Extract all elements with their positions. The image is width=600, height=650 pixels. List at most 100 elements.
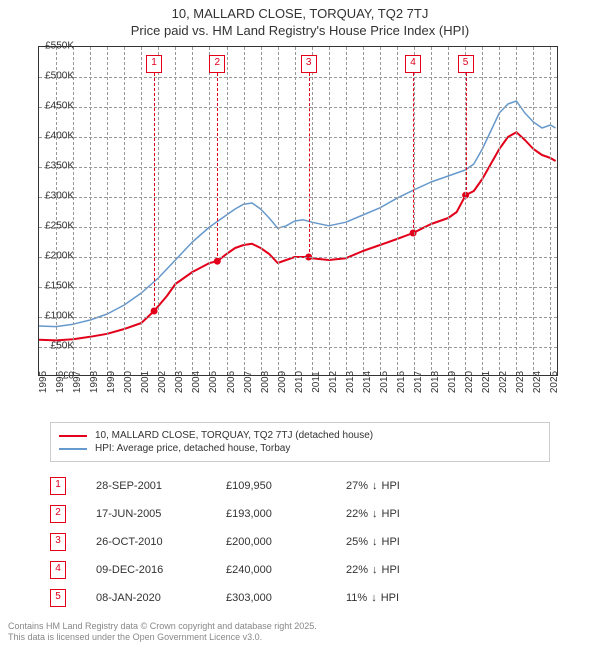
gridline-horizontal [39,317,557,318]
event-delta-vs: HPI [381,592,399,604]
gridline-vertical [175,47,176,375]
gridline-horizontal [39,197,557,198]
x-axis-tick: 2018 [430,371,441,393]
y-axis-tick: £200K [45,251,74,262]
x-axis-tick: 2015 [379,371,390,393]
gridline-horizontal [39,77,557,78]
event-vline [466,73,467,195]
event-date: 28-SEP-2001 [96,480,226,492]
legend-swatch [59,435,87,437]
event-date: 26-OCT-2010 [96,536,226,548]
event-marker: 4 [405,55,421,73]
gridline-vertical [533,47,534,375]
event-price: £109,950 [226,480,346,492]
legend-row: HPI: Average price, detached house, Torb… [59,442,541,455]
x-axis-tick: 1997 [72,371,83,393]
gridline-vertical [295,47,296,375]
event-price: £303,000 [226,592,346,604]
y-axis-tick: £300K [45,191,74,202]
x-axis-tick: 2009 [277,371,288,393]
x-axis-tick: 2021 [481,371,492,393]
plot-region: 12345 [38,46,558,376]
event-date: 09-DEC-2016 [96,564,226,576]
legend-row: 10, MALLARD CLOSE, TORQUAY, TQ2 7TJ (det… [59,429,541,442]
x-axis-tick: 2023 [515,371,526,393]
event-delta-pct: 27% [346,480,368,492]
gridline-vertical [414,47,415,375]
gridline-vertical [261,47,262,375]
event-delta: 22%↓HPI [346,564,400,576]
series-line [39,101,556,327]
x-axis-tick: 2020 [464,371,475,393]
legend: 10, MALLARD CLOSE, TORQUAY, TQ2 7TJ (det… [50,422,550,462]
x-axis-tick: 2017 [413,371,424,393]
gridline-vertical [209,47,210,375]
event-delta-vs: HPI [382,508,400,520]
gridline-vertical [312,47,313,375]
y-axis-tick: £450K [45,101,74,112]
gridline-horizontal [39,347,557,348]
gridline-vertical [56,47,57,375]
gridline-vertical [158,47,159,375]
down-arrow-icon: ↓ [371,592,377,604]
event-date: 17-JUN-2005 [96,508,226,520]
event-price: £193,000 [226,508,346,520]
x-axis-tick: 2005 [208,371,219,393]
x-axis-tick: 1995 [38,371,49,393]
chart-svg [39,47,559,377]
event-vline [217,73,218,261]
event-delta-vs: HPI [382,564,400,576]
gridline-vertical [192,47,193,375]
event-vline [309,73,310,257]
events-row: 409-DEC-2016£240,00022%↓HPI [50,556,550,584]
event-marker: 3 [301,55,317,73]
x-axis-tick: 2001 [140,371,151,393]
x-axis-tick: 2004 [191,371,202,393]
x-axis-tick: 2007 [243,371,254,393]
y-axis-tick: £350K [45,161,74,172]
gridline-vertical [550,47,551,375]
x-axis-tick: 2014 [362,371,373,393]
gridline-horizontal [39,227,557,228]
x-axis-tick: 2002 [157,371,168,393]
x-axis-tick: 2008 [260,371,271,393]
x-axis-tick: 2025 [549,371,560,393]
event-delta-pct: 25% [346,536,368,548]
event-marker: 5 [458,55,474,73]
gridline-vertical [278,47,279,375]
down-arrow-icon: ↓ [372,480,378,492]
chart-title: 10, MALLARD CLOSE, TORQUAY, TQ2 7TJ [0,0,600,21]
x-axis-tick: 1996 [55,371,66,393]
event-marker: 2 [209,55,225,73]
x-axis-tick: 2024 [532,371,543,393]
chart-subtitle: Price paid vs. HM Land Registry's House … [0,21,600,42]
footer-line-1: Contains HM Land Registry data © Crown c… [8,621,317,633]
x-axis-tick: 2011 [311,371,322,393]
y-axis-tick: £50K [51,341,74,352]
gridline-vertical [380,47,381,375]
x-axis-tick: 2012 [328,371,339,393]
x-axis-tick: 2016 [396,371,407,393]
gridline-vertical [73,47,74,375]
event-delta-vs: HPI [382,480,400,492]
event-delta: 11%↓HPI [346,592,399,604]
event-vline [154,73,155,311]
event-date: 08-JAN-2020 [96,592,226,604]
event-vline [413,73,414,233]
y-axis-tick: £100K [45,311,74,322]
down-arrow-icon: ↓ [372,536,378,548]
event-price: £200,000 [226,536,346,548]
gridline-vertical [431,47,432,375]
event-number: 1 [50,477,66,495]
y-axis-tick: £500K [45,71,74,82]
event-number: 3 [50,533,66,551]
events-row: 217-JUN-2005£193,00022%↓HPI [50,500,550,528]
gridline-vertical [482,47,483,375]
gridline-vertical [141,47,142,375]
x-axis-tick: 1998 [89,371,100,393]
event-delta-pct: 22% [346,564,368,576]
events-row: 1 28-SEP-2001£109,95027% ↓ HPI [50,472,550,500]
gridline-horizontal [39,137,557,138]
gridline-vertical [244,47,245,375]
gridline-horizontal [39,167,557,168]
